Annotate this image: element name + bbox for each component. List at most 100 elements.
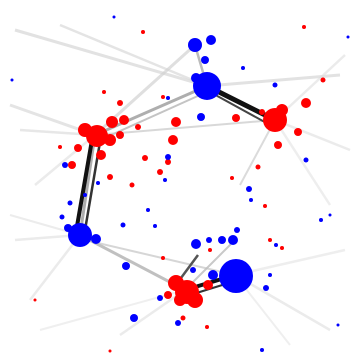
node-red <box>164 291 172 299</box>
edge <box>84 239 236 276</box>
node-red <box>205 325 209 329</box>
node-red <box>96 150 106 160</box>
node-blue <box>96 181 100 185</box>
node-blue <box>122 262 130 270</box>
node-blue <box>112 15 116 19</box>
red-nodes <box>33 25 326 353</box>
edge-faint <box>119 288 186 337</box>
node-blue <box>206 35 216 45</box>
node-red <box>157 169 163 175</box>
node-blue <box>249 198 253 202</box>
node-blue <box>191 73 201 83</box>
node-blue <box>206 237 212 243</box>
node-blue <box>274 243 278 247</box>
node-red <box>58 145 62 149</box>
node-red <box>263 204 267 208</box>
node-red <box>274 141 282 149</box>
node-red <box>280 246 284 250</box>
node-blue <box>130 314 138 322</box>
hub-node-blue <box>68 223 92 247</box>
edge-faint <box>29 234 81 301</box>
node-blue <box>10 78 14 82</box>
edge-faint <box>206 73 341 88</box>
node-red <box>168 135 178 145</box>
blue-nodes <box>10 15 350 352</box>
node-blue <box>346 35 350 39</box>
node-blue <box>166 96 170 100</box>
node-red <box>203 280 213 290</box>
node-blue <box>188 38 202 52</box>
edge <box>239 119 276 186</box>
node-blue <box>208 270 218 280</box>
node-blue <box>67 200 73 206</box>
node-red <box>117 100 123 106</box>
node-blue <box>190 267 196 273</box>
node-blue <box>91 234 101 244</box>
node-red <box>104 134 116 146</box>
node-blue <box>191 239 201 249</box>
node-red <box>302 25 306 29</box>
node-red <box>116 131 124 139</box>
edge-faint <box>274 118 351 152</box>
node-blue <box>260 348 264 352</box>
node-blue <box>153 224 157 228</box>
edge-faint <box>234 248 346 277</box>
node-red <box>174 294 186 306</box>
edge-faint <box>39 289 186 331</box>
node-red <box>142 155 148 161</box>
node-red <box>107 174 113 180</box>
node-red <box>106 116 118 128</box>
edge-faint <box>59 23 208 88</box>
node-blue <box>62 162 68 168</box>
node-red <box>232 114 240 122</box>
node-blue <box>157 295 163 301</box>
node-blue <box>218 236 226 244</box>
node-blue <box>263 285 269 291</box>
node-red <box>33 298 37 302</box>
node-red <box>68 161 76 169</box>
node-blue <box>146 208 150 212</box>
edge-faint <box>273 119 332 206</box>
node-red <box>320 77 326 83</box>
node-blue <box>64 224 72 232</box>
node-red <box>165 159 171 165</box>
node-red <box>259 109 265 115</box>
node-red <box>168 275 184 291</box>
node-blue <box>319 218 323 222</box>
node-blue <box>303 157 309 163</box>
node-blue <box>201 56 209 64</box>
hub-node-blue <box>219 259 253 293</box>
edge <box>94 119 276 136</box>
node-blue <box>83 193 87 197</box>
node-red <box>74 144 82 152</box>
node-red <box>141 30 145 34</box>
node-blue <box>228 235 238 245</box>
node-blue <box>197 113 205 121</box>
node-blue <box>120 222 126 228</box>
node-red <box>161 95 165 99</box>
node-blue <box>163 178 167 182</box>
node-red <box>230 176 234 180</box>
node-blue <box>175 320 181 326</box>
edge <box>78 134 97 236</box>
node-red <box>187 292 203 308</box>
node-red <box>208 248 212 252</box>
edge-strong <box>209 91 273 127</box>
edge-faint <box>34 134 96 186</box>
node-red <box>78 123 92 137</box>
node-blue <box>234 227 240 233</box>
node-red <box>135 124 141 130</box>
edge <box>79 233 186 292</box>
edge-strong <box>74 139 94 233</box>
node-red <box>180 315 186 321</box>
edge-faint <box>14 28 208 88</box>
node-red <box>268 238 272 242</box>
node-red <box>171 117 181 127</box>
node-red <box>301 98 311 108</box>
node-red <box>102 90 106 94</box>
node-red <box>294 128 302 136</box>
node-blue <box>165 154 171 160</box>
edge <box>184 239 236 291</box>
node-red <box>255 164 261 170</box>
